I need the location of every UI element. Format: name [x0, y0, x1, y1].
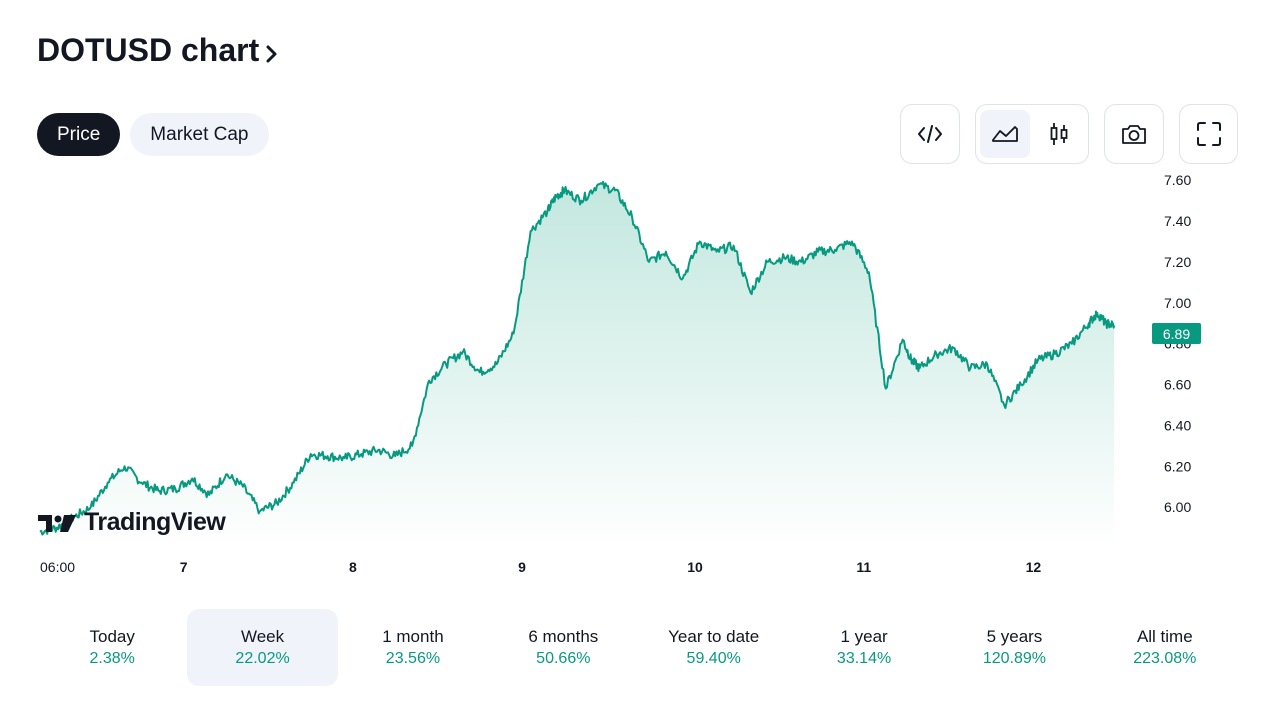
- chart-title[interactable]: DOTUSD chart: [37, 32, 279, 69]
- embed-button[interactable]: [900, 104, 960, 164]
- snapshot-button[interactable]: [1104, 104, 1164, 164]
- period-change: 33.14%: [836, 650, 892, 667]
- fullscreen-button[interactable]: [1179, 104, 1238, 164]
- period-all-time[interactable]: All time 223.08%: [1090, 609, 1240, 686]
- y-tick-label: 6.60: [1164, 377, 1191, 393]
- period-change: 223.08%: [1133, 650, 1197, 667]
- y-tick-label: 7.20: [1164, 254, 1191, 270]
- candlestick-icon: [1050, 123, 1068, 145]
- y-tick-label: 6.20: [1164, 458, 1191, 474]
- last-price-label: 6.89: [1152, 323, 1201, 344]
- period-week[interactable]: Week 22.02%: [187, 609, 338, 686]
- y-tick-label: 6.40: [1164, 417, 1191, 433]
- market-cap-tab[interactable]: Market Cap: [130, 113, 269, 156]
- period-label: Week: [240, 627, 285, 646]
- period-today[interactable]: Today 2.38%: [37, 609, 187, 686]
- page-title: DOTUSD chart: [37, 32, 260, 68]
- period-selector: Today 2.38% Week 22.02% 1 month 23.56% 6…: [37, 609, 1240, 686]
- period-label: 1 year: [840, 627, 888, 646]
- candles-style-button[interactable]: [1034, 110, 1084, 158]
- x-tick-label: 12: [1026, 559, 1042, 575]
- period-change: 22.02%: [235, 650, 290, 667]
- chart-style-group: [975, 104, 1089, 164]
- price-tab[interactable]: Price: [37, 113, 121, 156]
- metric-toggle: Price Market Cap: [37, 113, 269, 156]
- x-tick-label: 11: [856, 559, 871, 575]
- period-1-month[interactable]: 1 month 23.56%: [338, 609, 488, 686]
- period-change: 59.40%: [686, 650, 741, 667]
- fullscreen-icon: [1196, 122, 1221, 146]
- code-icon: [918, 125, 942, 143]
- area-chart-icon: [992, 126, 1018, 142]
- chevron-right-icon: [266, 45, 277, 62]
- period-change: 50.66%: [536, 650, 591, 667]
- period-change: 120.89%: [982, 650, 1047, 667]
- period-change: 23.56%: [385, 650, 441, 667]
- x-tick-label: 06:00: [40, 559, 75, 575]
- area-style-button[interactable]: [980, 110, 1030, 158]
- x-tick-label: 7: [180, 559, 188, 575]
- y-tick-label: 7.60: [1164, 172, 1191, 188]
- period-label: Year to date: [668, 627, 760, 646]
- period-label: 5 years: [986, 627, 1043, 646]
- period-5-years[interactable]: 5 years 120.89%: [939, 609, 1089, 686]
- period-label: Today: [89, 627, 135, 646]
- price-area-fill: [40, 181, 1115, 548]
- x-tick-label: 8: [349, 559, 357, 575]
- camera-icon: [1122, 125, 1146, 144]
- tradingview-logo[interactable]: TradingView: [38, 508, 226, 537]
- y-tick-label: 6.00: [1164, 499, 1191, 515]
- tradingview-logo-icon: [38, 514, 76, 532]
- period-label: All time: [1136, 627, 1193, 646]
- period-label: 1 month: [382, 627, 444, 646]
- period-6-months[interactable]: 6 months 50.66%: [488, 609, 638, 686]
- y-tick-label: 7.40: [1164, 213, 1191, 229]
- x-tick-label: 9: [518, 559, 526, 575]
- y-tick-label: 7.00: [1164, 295, 1191, 311]
- period-year-to-date[interactable]: Year to date 59.40%: [639, 609, 789, 686]
- x-tick-label: 10: [687, 559, 703, 575]
- period-label: 6 months: [528, 627, 599, 646]
- period-change: 2.38%: [89, 650, 135, 667]
- period-1-year[interactable]: 1 year 33.14%: [789, 609, 939, 686]
- logo-text: TradingView: [84, 508, 226, 536]
- price-line: [39, 180, 1116, 536]
